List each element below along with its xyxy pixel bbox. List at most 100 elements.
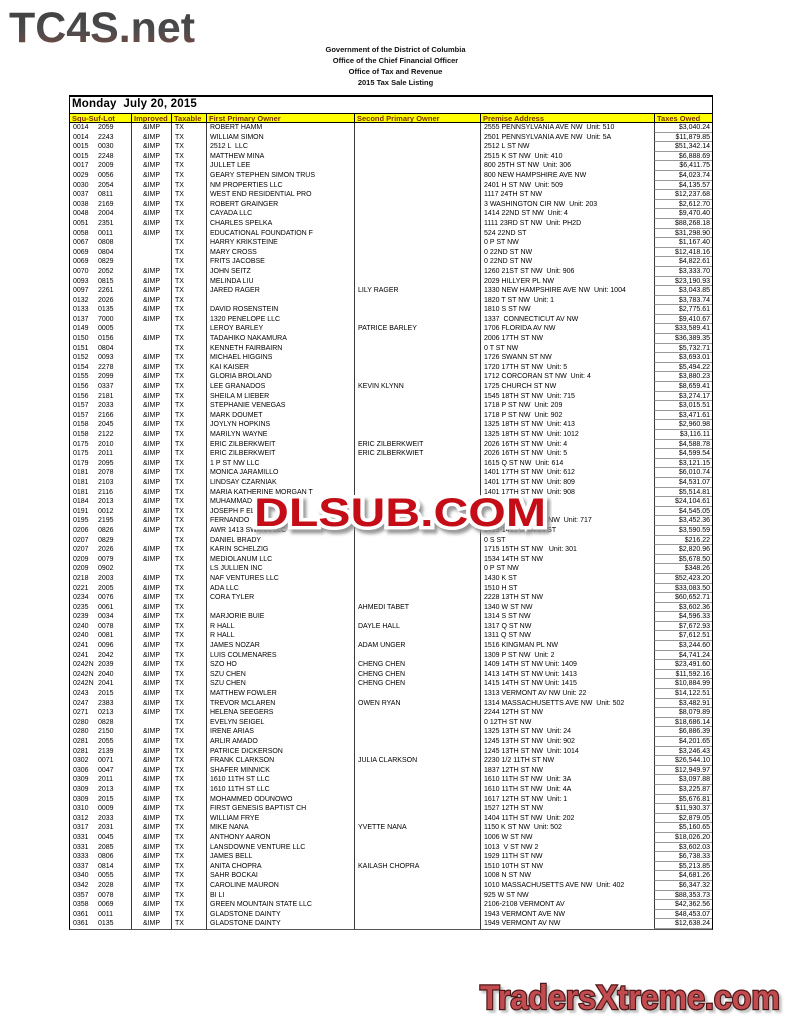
cell-second-primary-owner <box>354 295 480 306</box>
cell-taxable: TX <box>171 621 206 632</box>
lot-number: 2026 <box>98 296 114 304</box>
cell-taxable: TX <box>171 190 206 200</box>
cell-squ-suf-lot: 0195 2195 <box>70 516 131 526</box>
square-number: 0157 <box>73 402 89 410</box>
lot-number: 2059 <box>98 124 114 131</box>
cell-squ-suf-lot: 0239 0034 <box>70 612 131 622</box>
lot-number: 2005 <box>98 584 114 592</box>
cell-first-primary-owner: ERIC ZILBERKWEIT <box>206 439 354 450</box>
cell-premise-address: 0 12TH ST NW <box>480 717 654 728</box>
cell-premise-address: 1820 T ST NW Unit: 1 <box>480 295 654 306</box>
cell-second-primary-owner <box>354 727 480 737</box>
cell-premise-address: 2026 16TH ST NW Unit: 5 <box>480 449 654 459</box>
table-row: 0240 0078 &IMP TX R HALL DAYLE HALL 1317 … <box>70 621 712 632</box>
cell-first-primary-owner: HELENA SEEGERS <box>206 708 354 718</box>
table-row: 0069 0829 TX FRITS JACOBSE 0 22ND ST NW $… <box>70 257 712 267</box>
cell-taxes-owed: $4,599.54 <box>654 449 712 459</box>
lot-number: 2011 <box>98 450 114 458</box>
cell-taxes-owed: $3,274.17 <box>654 391 712 402</box>
cell-first-primary-owner: WILLIAM FRYE <box>206 813 354 824</box>
cell-taxable: TX <box>171 794 206 805</box>
cell-improved: &IMP <box>131 583 171 594</box>
cell-squ-suf-lot: 0242N 2041 <box>70 679 131 689</box>
cell-premise-address: 1725 CHURCH ST NW <box>480 382 654 392</box>
table-row: 0093 0815 &IMP TX MELINDA LIU 2029 HILLYE… <box>70 276 712 287</box>
cell-taxes-owed: $42,362.56 <box>654 900 712 910</box>
square-number: 0206 <box>73 526 89 534</box>
cell-first-primary-owner: GLADSTONE DAINTY <box>206 919 354 929</box>
lot-number: 0078 <box>98 622 114 630</box>
cell-second-primary-owner <box>354 468 480 478</box>
cell-second-primary-owner <box>354 334 480 344</box>
cell-premise-address: 2555 PENNSYLVANIA AVE NW Unit: 510 <box>480 123 654 133</box>
table-row: 0067 0808 TX HARRY KRIKSTEINE 0 P ST NW $… <box>70 238 712 248</box>
cell-second-primary-owner: OWEN RYAN <box>354 698 480 709</box>
table-row: 0015 0030 &IMP TX 2512 L LLC 2512 L ST NW… <box>70 142 712 152</box>
cell-squ-suf-lot: 0240 0078 <box>70 622 131 632</box>
lot-number: 2045 <box>98 421 114 429</box>
cell-squ-suf-lot: 0235 0061 <box>70 603 131 613</box>
cell-premise-address: 1409 14TH ST NW Unit: 1409 <box>480 660 654 670</box>
cell-squ-suf-lot: 0206 0826 <box>70 526 131 536</box>
cell-taxes-owed: $6,886.39 <box>654 727 712 737</box>
cell-second-primary-owner <box>354 852 480 862</box>
square-number: 0240 <box>73 632 89 640</box>
cell-improved: &IMP <box>131 420 171 430</box>
cell-second-primary-owner <box>354 430 480 440</box>
square-number: 0154 <box>73 363 89 371</box>
tc4s-logo-text: TC4S.net <box>9 4 195 52</box>
cell-improved: &IMP <box>131 314 171 325</box>
cell-squ-suf-lot: 0207 0829 <box>70 536 131 546</box>
table-header-row: Squ-Suf-Lot Improved Taxable First Prima… <box>70 113 712 123</box>
cell-first-primary-owner: CHARLES SPELKA <box>206 218 354 229</box>
cell-first-primary-owner: 1320 PENELOPE LLC <box>206 314 354 325</box>
cell-taxes-owed: $3,040.24 <box>654 123 712 133</box>
lot-number: 0093 <box>98 354 114 362</box>
cell-premise-address: 1245 13TH ST NW Unit: 902 <box>480 737 654 747</box>
cell-premise-address: 1413 14TH ST NW Unit: 1413 <box>480 669 654 680</box>
cell-improved: &IMP <box>131 362 171 373</box>
cell-premise-address: 1013 V ST NW 2 <box>480 842 654 853</box>
cell-second-primary-owner: DAYLE HALL <box>354 621 480 632</box>
lot-number: 2195 <box>98 517 114 525</box>
cell-taxes-owed: $3,783.74 <box>654 295 712 306</box>
cell-improved: &IMP <box>131 516 171 526</box>
table-row: 0309 2011 &IMP TX 1610 11TH ST LLC 1610 1… <box>70 775 712 785</box>
cell-second-primary-owner <box>354 362 480 373</box>
cell-improved: &IMP <box>131 266 171 277</box>
cell-second-primary-owner: YVETTE NANA <box>354 823 480 833</box>
cell-taxable: TX <box>171 554 206 565</box>
cell-squ-suf-lot: 0014 2059 <box>70 123 131 133</box>
cell-squ-suf-lot: 0331 0045 <box>70 833 131 843</box>
cell-improved: &IMP <box>131 813 171 824</box>
cell-improved <box>131 564 171 574</box>
cell-taxable: TX <box>171 573 206 584</box>
cell-premise-address: 1401 17TH ST NW Unit: 809 <box>480 477 654 488</box>
cell-second-primary-owner <box>354 257 480 267</box>
cell-squ-suf-lot: 0281 2139 <box>70 747 131 757</box>
cell-first-primary-owner: GLORIA BROLAND <box>206 372 354 383</box>
cell-second-primary-owner <box>354 353 480 363</box>
square-number: 0156 <box>73 392 89 400</box>
square-number: 0158 <box>73 421 89 429</box>
cell-second-primary-owner <box>354 535 480 546</box>
square-number: 0038 <box>73 200 89 208</box>
square-number: 0218 <box>73 574 89 582</box>
table-row: 0242N 2040 &IMP TX SZU CHEN CHENG CHEN 14… <box>70 669 712 680</box>
lot-number: 2054 <box>98 181 114 189</box>
square-number: 0017 <box>73 162 89 170</box>
cell-premise-address: 2228 13TH ST NW <box>480 593 654 603</box>
table-row: 0310 0009 &IMP TX FIRST GENESIS BAPTIST C… <box>70 804 712 814</box>
cell-squ-suf-lot: 0357 0078 <box>70 891 131 901</box>
cell-squ-suf-lot: 0358 0069 <box>70 900 131 910</box>
cell-taxable: TX <box>171 631 206 642</box>
lot-number: 2095 <box>98 459 114 467</box>
cell-taxes-owed: $24,104.61 <box>654 497 712 507</box>
cell-second-primary-owner <box>354 909 480 920</box>
cell-second-primary-owner <box>354 209 480 219</box>
square-number: 0241 <box>73 651 89 659</box>
cell-premise-address: 1943 VERMONT AVE NW <box>480 909 654 920</box>
cell-improved: &IMP <box>131 698 171 709</box>
cell-premise-address: 1325 18TH ST NW Unit: 413 <box>480 420 654 430</box>
cell-taxable: TX <box>171 535 206 546</box>
